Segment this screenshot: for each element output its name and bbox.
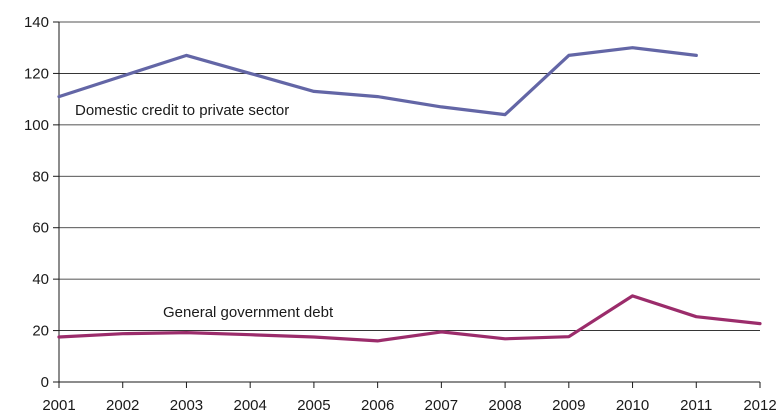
y-tick-label: 20 [32, 323, 49, 340]
x-tick-label: 2005 [297, 397, 330, 414]
y-tick-label: 80 [32, 168, 49, 185]
x-tick-label: 2004 [233, 397, 266, 414]
x-tick-label: 2002 [106, 397, 139, 414]
series-label-domestic-credit: Domestic credit to private sector [75, 102, 289, 119]
x-tick-label: 2007 [425, 397, 458, 414]
y-tick-label: 140 [24, 14, 49, 31]
gridlines [53, 21, 760, 383]
x-tick-label: 2009 [552, 397, 585, 414]
y-tick-labels: 0 20 40 60 80 100 120 140 [24, 14, 49, 391]
x-tick-label: 2008 [488, 397, 521, 414]
axes [58, 22, 761, 388]
x-tick-label: 2003 [170, 397, 203, 414]
series-lines [57, 46, 762, 343]
y-tick-label: 40 [32, 271, 49, 288]
y-tick-label: 60 [32, 220, 49, 237]
y-tick-label: 120 [24, 65, 49, 82]
series-line-domestic-credit [57, 46, 698, 117]
y-tick-label: 0 [41, 374, 49, 391]
x-tick-label: 2010 [616, 397, 649, 414]
series-label-government-debt: General government debt [163, 304, 334, 321]
y-tick-label: 100 [24, 117, 49, 134]
x-tick-label: 2012 [743, 397, 776, 414]
x-tick-labels: 2001 2002 2003 2004 2005 2006 2007 2008 2009 2010… [42, 397, 776, 414]
x-tick-label: 2001 [42, 397, 75, 414]
series-line-government-debt [57, 294, 762, 343]
x-tick-label: 2006 [361, 397, 394, 414]
x-tick-label: 2011 [680, 397, 712, 414]
